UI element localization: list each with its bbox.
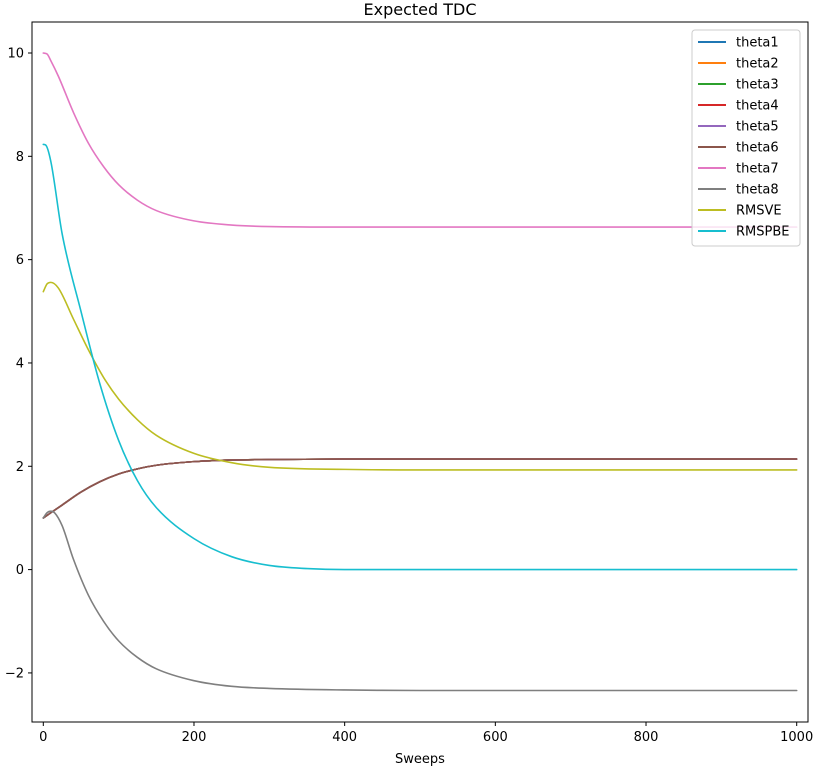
legend-label-RMSPBE: RMSPBE [736,225,789,240]
axis-ticks: 0 200 400 600 800 1000 −2 0 2 4 6 8 10 [5,46,813,745]
x-tick-label: 600 [483,730,508,745]
legend-label-theta2: theta2 [736,57,779,72]
y-tick-label: 2 [16,460,24,475]
y-tick-label: 4 [16,356,24,371]
chart-title: Expected TDC [364,0,477,19]
legend-label-theta1: theta1 [736,36,779,51]
legend: theta1 theta2 theta3 theta4 theta5 theta6 thet… [691,29,801,247]
x-tick-label: 800 [634,730,659,745]
legend-label-theta8: theta8 [736,183,779,198]
y-tick-label: 10 [7,46,24,61]
legend-label-theta5: theta5 [736,120,779,135]
legend-label-theta7: theta7 [736,162,779,177]
x-tick-label: 1000 [780,730,813,745]
series-line-RMSPBE [42,143,798,571]
y-tick-label: 0 [16,563,24,578]
x-axis-label: Sweeps [395,752,445,767]
plot-area [42,52,798,692]
legend-label-theta3: theta3 [736,78,779,93]
x-tick-label: 0 [39,730,47,745]
axes-frame [31,21,809,723]
x-tick-label: 200 [182,730,207,745]
series-line-theta6 [42,458,798,519]
y-tick-label: 6 [16,253,24,268]
legend-label-RMSVE: RMSVE [736,204,782,219]
y-tick-label: 8 [16,150,24,165]
legend-label-theta6: theta6 [736,141,779,156]
series-line-theta7 [42,52,798,228]
legend-label-theta4: theta4 [736,99,779,114]
x-tick-label: 400 [332,730,357,745]
series-line-RMSVE [42,281,798,471]
series-line-theta8 [42,510,798,692]
y-tick-label: −2 [5,666,24,681]
